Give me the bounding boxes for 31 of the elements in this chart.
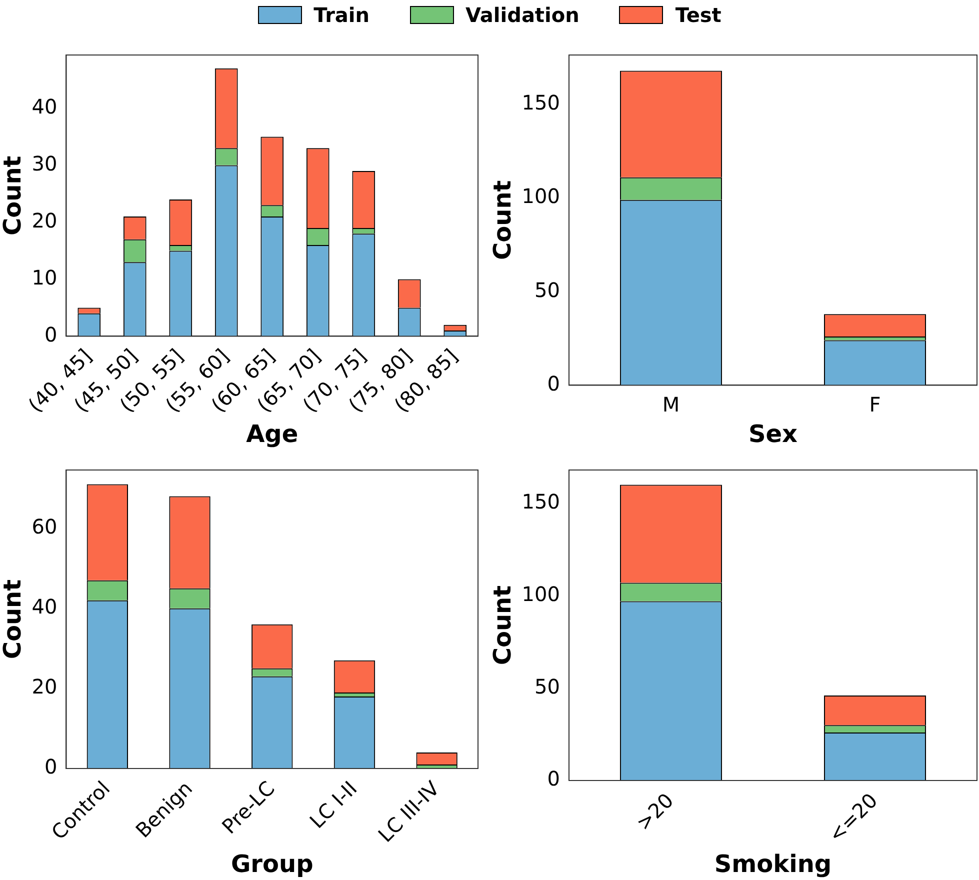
y-tick-label: 150 xyxy=(522,90,560,115)
x-axis-title: Age xyxy=(246,420,298,448)
y-tick-label: 20 xyxy=(32,208,58,232)
y-tick-label: 50 xyxy=(534,278,560,302)
y-tick-label: 40 xyxy=(32,94,58,118)
y-axis-title: Count xyxy=(488,585,517,666)
x-axis-title: Smoking xyxy=(714,850,832,878)
y-tick-label: 50 xyxy=(534,674,560,698)
x-tick-label: F xyxy=(869,392,881,416)
y-axis-title: Count xyxy=(0,579,27,660)
y-tick-label: 10 xyxy=(32,265,58,290)
y-tick-label: 0 xyxy=(44,754,58,779)
legend-label: Train xyxy=(314,3,370,27)
y-tick-label: 60 xyxy=(32,514,58,538)
legend-label: Test xyxy=(675,3,722,27)
y-tick-label: 30 xyxy=(32,151,58,176)
x-tick-label: LC I-II xyxy=(304,776,362,834)
x-axis-title: Group xyxy=(230,850,314,878)
y-tick-label: 150 xyxy=(522,489,560,514)
y-axis-title: Count xyxy=(0,156,27,236)
y-tick-label: 100 xyxy=(522,582,560,606)
y-axis-title: Count xyxy=(488,180,517,260)
legend-label: Validation xyxy=(466,3,580,27)
y-tick-label: 20 xyxy=(32,674,58,699)
y-tick-label: 0 xyxy=(44,322,58,346)
y-tick-label: 0 xyxy=(547,371,560,396)
y-tick-label: 40 xyxy=(32,594,58,619)
x-axis-title: Sex xyxy=(748,420,798,448)
y-tick-label: 100 xyxy=(522,184,560,208)
y-tick-label: 0 xyxy=(547,766,560,791)
x-tick-label: M xyxy=(662,392,680,416)
